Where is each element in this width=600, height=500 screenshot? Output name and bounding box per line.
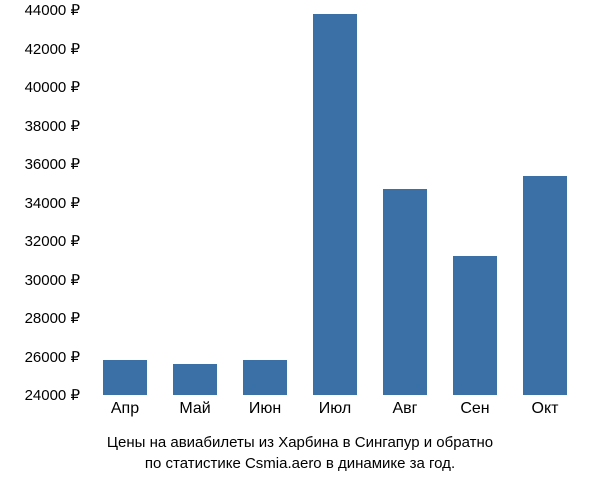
y-tick-label: 44000 ₽	[25, 1, 80, 19]
bar	[103, 360, 146, 395]
y-tick-label: 26000 ₽	[25, 348, 80, 366]
bar	[383, 189, 426, 395]
y-tick-label: 40000 ₽	[25, 78, 80, 96]
x-tick-label: Окт	[532, 400, 559, 418]
y-axis: 24000 ₽26000 ₽28000 ₽30000 ₽32000 ₽34000…	[0, 10, 85, 395]
x-tick-label: Июл	[319, 400, 351, 418]
caption-line1: Цены на авиабилеты из Харбина в Сингапур…	[107, 434, 493, 451]
y-tick-label: 36000 ₽	[25, 155, 80, 173]
x-tick-label: Авг	[392, 400, 417, 418]
bar	[453, 256, 496, 395]
x-tick-label: Апр	[111, 400, 139, 418]
bar	[313, 14, 356, 395]
bar	[523, 176, 566, 395]
y-tick-label: 38000 ₽	[25, 117, 80, 135]
x-tick-label: Май	[179, 400, 210, 418]
x-axis: Апр Май Июн Июл Авг Сен Окт	[90, 400, 580, 425]
caption-line2: по статистике Csmia.aero в динамике за г…	[145, 455, 455, 472]
y-tick-label: 30000 ₽	[25, 271, 80, 289]
y-tick-label: 42000 ₽	[25, 40, 80, 58]
x-tick-label: Июн	[249, 400, 281, 418]
bar	[173, 364, 216, 395]
chart-caption: Цены на авиабилеты из Харбина в Сингапур…	[0, 432, 600, 474]
y-tick-label: 34000 ₽	[25, 194, 80, 212]
y-tick-label: 24000 ₽	[25, 386, 80, 404]
y-tick-label: 32000 ₽	[25, 232, 80, 250]
plot-area	[90, 10, 580, 395]
x-tick-label: Сен	[460, 400, 489, 418]
chart-container: 24000 ₽ 26000 ₽ 28000 ₽ 30000 ₽ 32000 ₽ 34000…	[0, 0, 600, 500]
bar	[243, 360, 286, 395]
y-tick-label: 28000 ₽	[25, 309, 80, 327]
